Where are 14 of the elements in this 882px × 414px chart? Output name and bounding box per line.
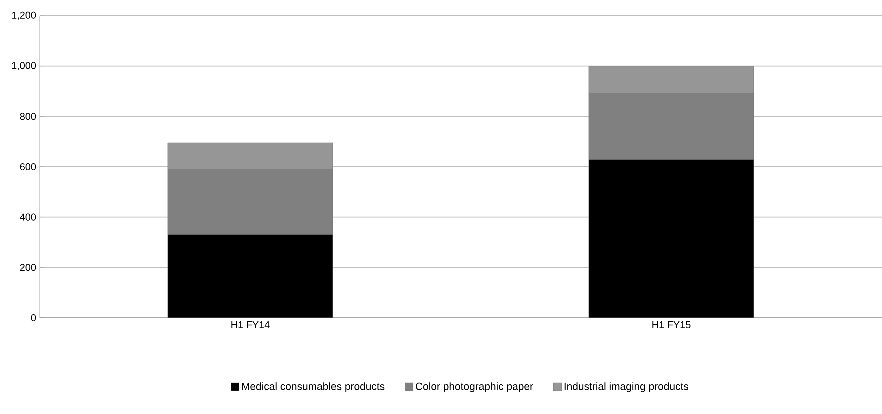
y-tick-label: 1,200 <box>12 12 36 20</box>
y-tick-label: 1,000 <box>12 62 36 70</box>
x-tick-label: H1 FY14 <box>232 322 270 328</box>
y-tick-label: 400 <box>20 214 36 221</box>
y-tick-label: 200 <box>20 264 36 272</box>
bar <box>588 160 754 318</box>
y-tick-label: 600 <box>20 163 36 171</box>
legend-label: Color photographic paper <box>416 382 534 392</box>
x-tick-label: H1 FY15 <box>652 322 691 328</box>
y-tick-label: 800 <box>20 113 36 120</box>
legend-label: Industrial imaging products <box>564 382 689 392</box>
y-tick-label: 0 <box>31 314 36 322</box>
bar <box>168 234 334 318</box>
legend-label: Medical consumables products <box>242 382 385 392</box>
